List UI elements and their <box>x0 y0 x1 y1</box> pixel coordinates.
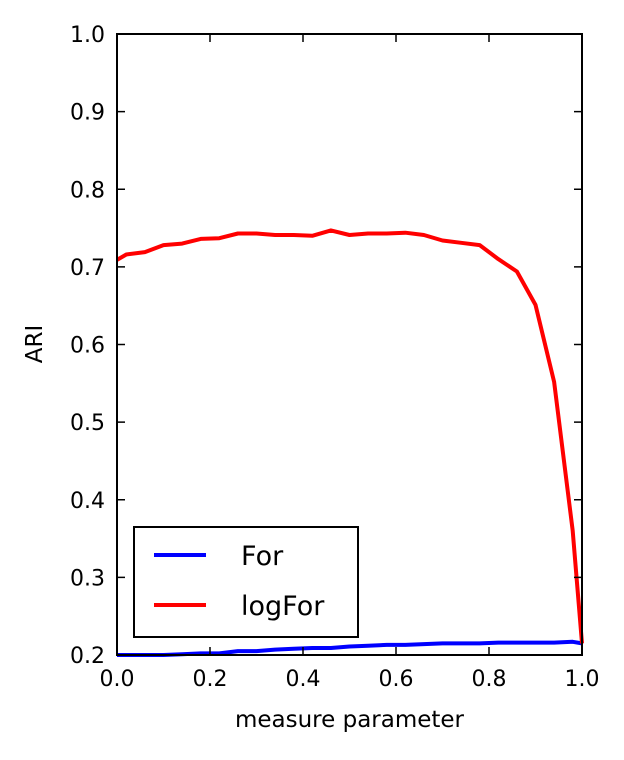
series-line-for <box>117 639 583 657</box>
legend-label-for: For <box>241 541 284 572</box>
y-tick-label: 0.9 <box>70 101 105 126</box>
x-tick-label: 0.0 <box>100 667 135 692</box>
y-tick-label: 0.5 <box>70 411 105 436</box>
x-tick-label: 0.6 <box>379 667 414 692</box>
legend-label-logfor: logFor <box>241 591 325 622</box>
x-tick-label: 1.0 <box>565 667 600 692</box>
y-tick-label: 0.7 <box>70 256 105 281</box>
series-line-logfor <box>115 228 584 644</box>
x-axis-title: measure parameter <box>235 707 465 733</box>
legend-box <box>133 526 359 638</box>
y-tick-label: 0.2 <box>70 644 105 669</box>
y-axis-title: ARI <box>22 325 48 364</box>
x-tick-label: 0.2 <box>193 667 228 692</box>
x-tick-label: 0.4 <box>286 667 321 692</box>
ticks-layer: 0.0 0.2 0.4 0.6 0.8 1.00.20.30.40.50.60.70.80… <box>70 23 600 692</box>
legend: For logFor <box>133 526 359 638</box>
y-tick-label: 0.3 <box>70 566 105 591</box>
series-layer <box>115 228 584 657</box>
y-tick-label: 0.6 <box>70 334 105 359</box>
y-tick-label: 1.0 <box>70 23 105 48</box>
x-tick-label: 0.8 <box>472 667 507 692</box>
y-tick-label: 0.8 <box>70 178 105 203</box>
y-tick-label: 0.4 <box>70 489 105 514</box>
